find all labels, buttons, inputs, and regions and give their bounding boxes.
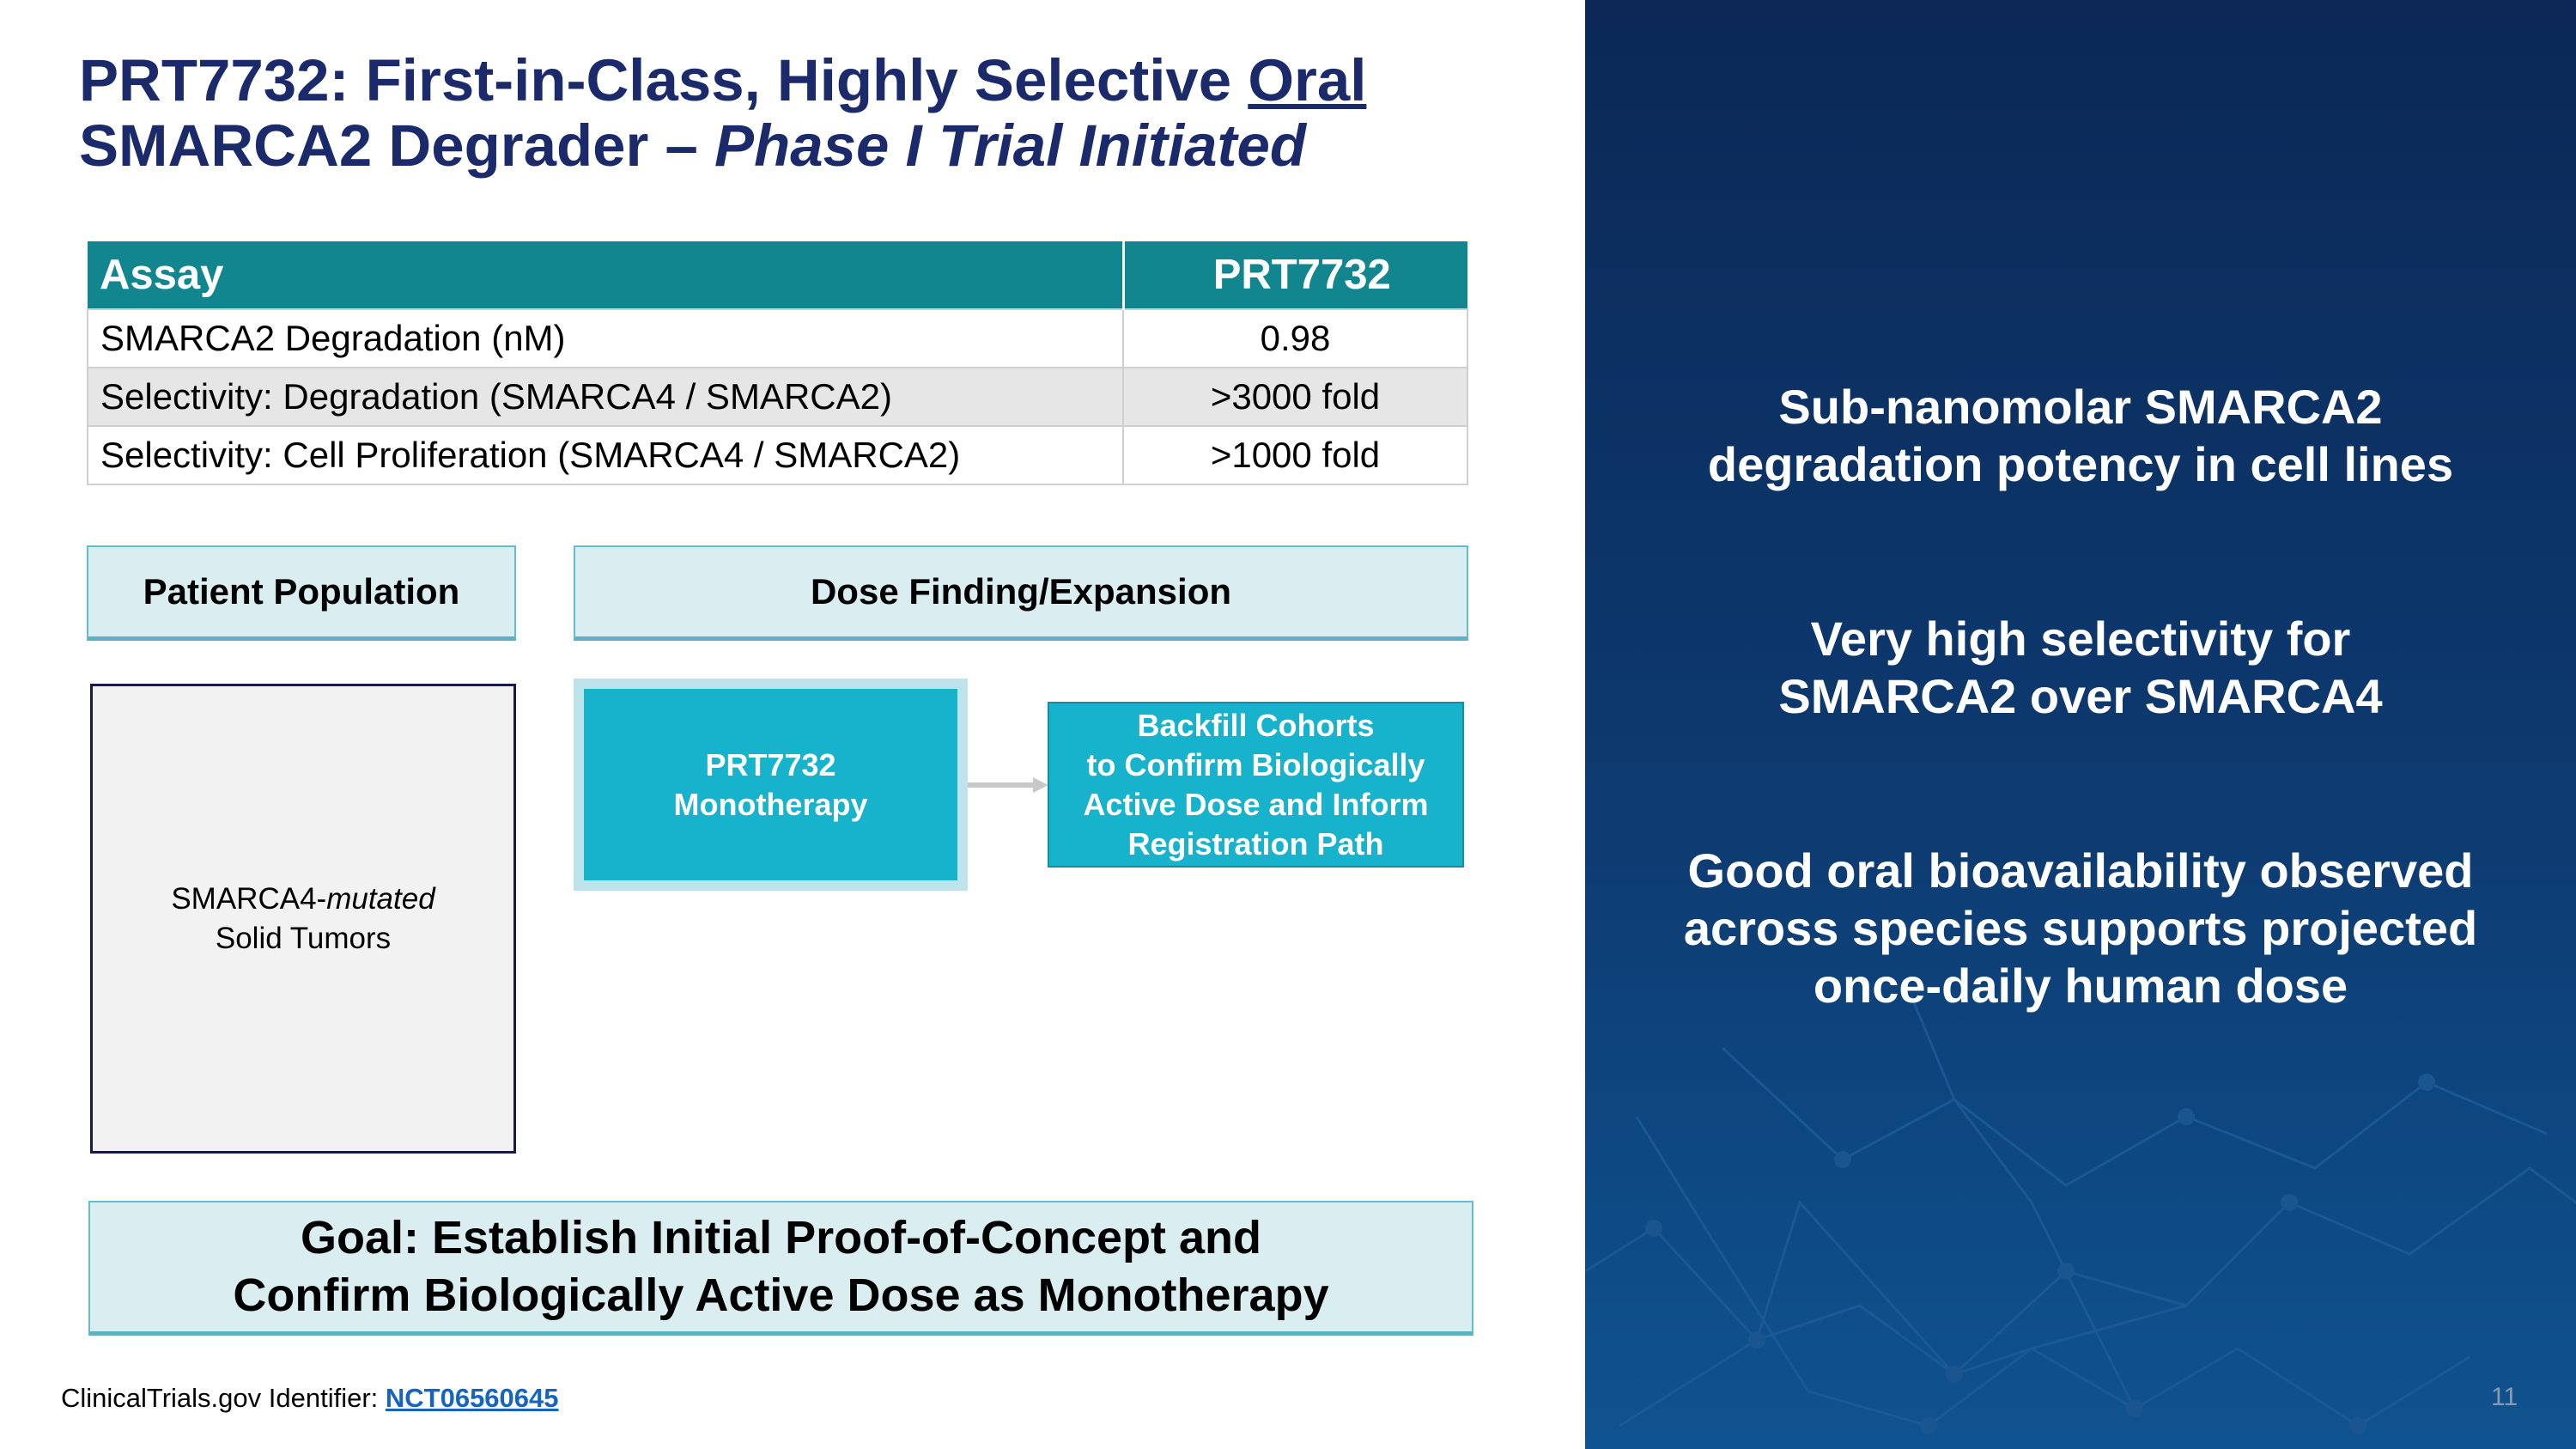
point-selectivity: Very high selectivity for SMARCA2 over S…	[1585, 610, 2576, 725]
value-cell: >3000 fold	[1122, 367, 1468, 427]
population-text: Solid Tumors	[215, 921, 392, 955]
patient-population-header: Patient Population	[87, 545, 516, 641]
footer-label: ClinicalTrials.gov Identifier:	[61, 1383, 386, 1413]
header-assay: Assay	[88, 241, 1125, 309]
backfill-text: Active Dose and Inform	[1083, 786, 1429, 822]
population-box: SMARCA4-mutated Solid Tumors	[90, 684, 516, 1154]
point-text: across species supports projected	[1683, 901, 2478, 955]
goal-text: Goal: Establish Initial Proof-of-Concept…	[300, 1212, 1262, 1263]
network-background-icon	[1585, 995, 2576, 1434]
goal-box: Goal: Establish Initial Proof-of-Concept…	[88, 1201, 1473, 1336]
point-bioavailability: Good oral bioavailability observed acros…	[1585, 842, 2576, 1014]
title-italic: Phase I Trial Initiated	[714, 113, 1307, 179]
slide-title: PRT7732: First-in-Class, Highly Selectiv…	[79, 48, 1539, 179]
table-row: Selectivity: Degradation (SMARCA4 / SMAR…	[87, 367, 1468, 427]
title-underlined: Oral	[1248, 47, 1367, 113]
population-italic: mutated	[326, 881, 435, 916]
title-text: PRT7732: First-in-Class, Highly Selectiv…	[79, 47, 1249, 113]
page-number: 11	[2491, 1383, 2518, 1411]
mono-text: PRT7732	[705, 746, 836, 782]
point-text: Good oral bioavailability observed	[1687, 843, 2474, 898]
point-text: SMARCA2 over SMARCA4	[1778, 669, 2383, 723]
assay-cell: SMARCA2 Degradation (nM)	[87, 308, 1124, 368]
right-panel: Sub-nanomolar SMARCA2 degradation potenc…	[1585, 0, 2576, 1449]
backfill-text: Backfill Cohorts	[1137, 707, 1375, 743]
backfill-text: to Confirm Biologically	[1086, 746, 1425, 782]
assay-cell: Selectivity: Degradation (SMARCA4 / SMAR…	[87, 367, 1124, 427]
value-cell: >1000 fold	[1122, 425, 1468, 485]
point-text: Sub-nanomolar SMARCA2	[1778, 380, 2383, 434]
value-cell: 0.98	[1122, 308, 1468, 368]
point-potency: Sub-nanomolar SMARCA2 degradation potenc…	[1585, 378, 2576, 493]
point-text: degradation potency in cell lines	[1707, 437, 2454, 491]
goal-text: Confirm Biologically Active Dose as Mono…	[233, 1269, 1329, 1321]
title-text: SMARCA2 Degrader –	[79, 113, 715, 179]
arrow-icon	[968, 777, 1048, 793]
backfill-box: Backfill Cohorts to Confirm Biologically…	[1048, 702, 1464, 868]
table-row: SMARCA2 Degradation (nM) 0.98	[87, 308, 1468, 368]
point-text: once-daily human dose	[1813, 959, 2348, 1013]
population-text: SMARCA4-	[171, 881, 327, 916]
mono-text: Monotherapy	[673, 786, 868, 822]
monotherapy-box: PRT7732 Monotherapy	[574, 679, 968, 891]
footer: ClinicalTrials.gov Identifier: NCT065606…	[61, 1383, 559, 1414]
backfill-text: Registration Path	[1127, 825, 1384, 861]
dose-finding-header: Dose Finding/Expansion	[574, 545, 1468, 641]
table-row: Selectivity: Cell Proliferation (SMARCA4…	[87, 425, 1468, 485]
assay-table: Assay PRT7732 SMARCA2 Degradation (nM) 0.9…	[87, 241, 1468, 485]
header-prt7732: PRT7732	[1123, 241, 1467, 309]
assay-cell: Selectivity: Cell Proliferation (SMARCA4…	[87, 425, 1124, 485]
point-text: Very high selectivity for	[1810, 612, 2351, 666]
nct-link[interactable]: NCT06560645	[385, 1383, 559, 1413]
